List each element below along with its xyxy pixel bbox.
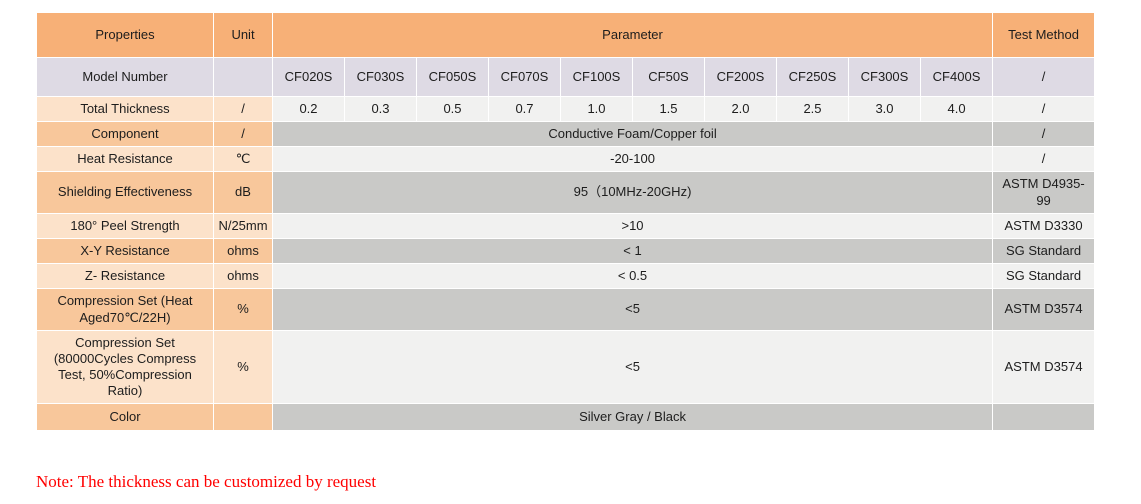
- cell-model-1: CF030S: [356, 68, 405, 84]
- cell-test-method-component: /: [993, 122, 1095, 146]
- cell-value-shielding-effectiveness: 95（10MHz-20GHz): [273, 172, 993, 213]
- cell-test-method-compression-set-cycles: ASTM D3574: [993, 331, 1095, 403]
- cell-model-8: CF300S: [860, 68, 909, 84]
- cell-test-method-peel-strength: ASTM D3330: [993, 214, 1095, 238]
- cell-test-method-shielding-effectiveness: ASTM D4935-99: [993, 172, 1095, 213]
- cell-property-model-number: Model Number: [37, 58, 213, 96]
- table-row-compression-set-cycles: Compression Set (80000Cycles Compress Te…: [37, 331, 1095, 403]
- cell-unit-color: [214, 404, 272, 430]
- cell-value-thickness-9: 4.0: [921, 97, 993, 121]
- cell-property-total-thickness: Total Thickness: [37, 97, 213, 121]
- cell-unit-compression-set-cycles: %: [214, 331, 272, 403]
- cell-model-5: CF50S: [648, 68, 689, 84]
- cell-test-method-z-resistance: SG Standard: [993, 264, 1095, 288]
- cell-test-method-color: [993, 404, 1095, 430]
- product-specification-table: Properties Unit Parameter Test Method Mo…: [36, 12, 1096, 431]
- cell-property-peel-strength: 180° Peel Strength: [37, 214, 213, 238]
- cell-value-thickness-8: 3.0: [849, 97, 920, 121]
- cell-unit-z-resistance: ohms: [214, 264, 272, 288]
- table-row-color: Color Silver Gray / Black: [37, 404, 1095, 430]
- cell-model-9: CF400S: [932, 68, 981, 84]
- cell-property-xy-resistance: X-Y Resistance: [37, 239, 213, 263]
- cell-value-thickness-0: 0.2: [273, 97, 344, 121]
- cell-unit-total-thickness: /: [214, 97, 272, 121]
- cell-value-heat-resistance: -20-100: [273, 147, 993, 171]
- cell-value-thickness-2: 0.5: [417, 97, 488, 121]
- cell-property-z-resistance: Z- Resistance: [37, 264, 213, 288]
- cell-value-component: Conductive Foam/Copper foil: [273, 122, 993, 146]
- cell-property-component: Component: [37, 122, 213, 146]
- cell-unit-model-number: [214, 58, 272, 96]
- header-parameter: Parameter: [273, 13, 993, 57]
- header-unit: Unit: [214, 13, 272, 57]
- cell-property-heat-resistance: Heat Resistance: [37, 147, 213, 171]
- cell-property-shielding-effectiveness: Shielding Effectiveness: [37, 172, 213, 213]
- table-row-shielding-effectiveness: Shielding Effectiveness dB 95（10MHz-20GH…: [37, 172, 1095, 213]
- cell-unit-peel-strength: N/25mm: [214, 214, 272, 238]
- cell-test-method-heat-resistance: /: [993, 147, 1095, 171]
- header-test-method: Test Method: [993, 13, 1095, 57]
- cell-value-thickness-1: 0.3: [345, 97, 416, 121]
- cell-value-thickness-4: 1.0: [561, 97, 632, 121]
- table-row-compression-set-heat-aged: Compression Set (Heat Aged70℃/22H) % <5 …: [37, 289, 1095, 330]
- cell-value-compression-set-heat-aged: <5: [273, 289, 993, 330]
- cell-value-xy-resistance: < 1: [273, 239, 993, 263]
- cell-value-thickness-3: 0.7: [489, 97, 560, 121]
- table-row-z-resistance: Z- Resistance ohms < 0.5 SG Standard: [37, 264, 1095, 288]
- cell-model-3: CF070S: [500, 68, 549, 84]
- cell-test-method-total-thickness: /: [993, 97, 1095, 121]
- note-text: Note: The thickness can be customized by…: [36, 472, 377, 491]
- cell-unit-shielding-effectiveness: dB: [214, 172, 272, 213]
- table-row-total-thickness: Total Thickness / 0.2 0.3 0.5 0.7 1.0 1.…: [37, 97, 1095, 121]
- cell-value-peel-strength: >10: [273, 214, 993, 238]
- table-row-component: Component / Conductive Foam/Copper foil …: [37, 122, 1095, 146]
- cell-value-color: Silver Gray / Black: [273, 404, 993, 430]
- cell-model-0: CF020S: [284, 68, 333, 84]
- cell-value-thickness-7: 2.5: [777, 97, 848, 121]
- cell-value-thickness-6: 2.0: [705, 97, 776, 121]
- cell-property-compression-set-cycles: Compression Set (80000Cycles Compress Te…: [37, 331, 213, 403]
- cell-model-6: CF200S: [716, 68, 765, 84]
- cell-model-2: CF050S: [428, 68, 477, 84]
- cell-unit-xy-resistance: ohms: [214, 239, 272, 263]
- cell-unit-heat-resistance: ℃: [214, 147, 272, 171]
- table-row-model-number: Model Number CF020S CF030S CF050S CF070S…: [37, 58, 1095, 96]
- table-row-xy-resistance: X-Y Resistance ohms < 1 SG Standard: [37, 239, 1095, 263]
- cell-test-method-model-number: /: [1041, 68, 1046, 84]
- cell-test-method-xy-resistance: SG Standard: [993, 239, 1095, 263]
- cell-model-7: CF250S: [788, 68, 837, 84]
- table-row-heat-resistance: Heat Resistance ℃ -20-100 /: [37, 147, 1095, 171]
- cell-property-color: Color: [37, 404, 213, 430]
- cell-unit-compression-set-heat-aged: %: [214, 289, 272, 330]
- cell-model-4: CF100S: [572, 68, 621, 84]
- table-row-peel-strength: 180° Peel Strength N/25mm >10 ASTM D3330: [37, 214, 1095, 238]
- cell-test-method-compression-set-heat-aged: ASTM D3574: [993, 289, 1095, 330]
- cell-unit-component: /: [214, 122, 272, 146]
- header-properties: Properties: [37, 13, 213, 57]
- cell-value-z-resistance: < 0.5: [273, 264, 993, 288]
- cell-value-thickness-5: 1.5: [633, 97, 704, 121]
- table-header-row: Properties Unit Parameter Test Method: [37, 13, 1095, 57]
- cell-value-compression-set-cycles: <5: [273, 331, 993, 403]
- cell-property-compression-set-heat-aged: Compression Set (Heat Aged70℃/22H): [37, 289, 213, 330]
